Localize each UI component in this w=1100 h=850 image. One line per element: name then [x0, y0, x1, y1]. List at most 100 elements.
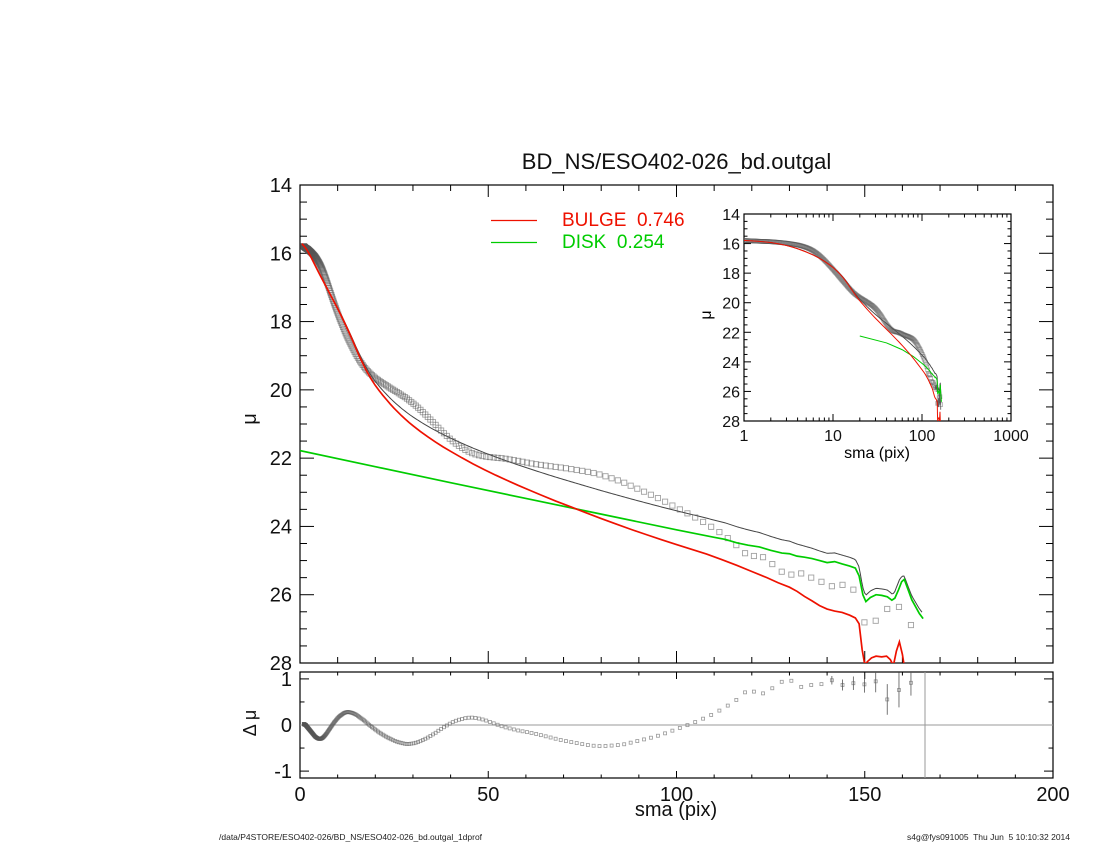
bulge-line-inset	[744, 239, 941, 421]
tick-label: -1	[274, 761, 292, 783]
data-point	[907, 621, 915, 629]
disk-line-inset	[859, 335, 942, 402]
residual-point	[402, 741, 407, 746]
data-point	[634, 485, 641, 492]
data-point	[498, 455, 505, 462]
data-point	[472, 451, 479, 458]
data-point	[528, 460, 535, 467]
data-point	[778, 568, 785, 575]
data-point	[515, 457, 522, 464]
residual-point	[761, 691, 765, 696]
data-point	[708, 523, 715, 530]
data-point	[602, 473, 609, 480]
residual-point	[400, 741, 405, 746]
data-point	[647, 491, 654, 498]
tick-label: 1000	[993, 428, 1029, 445]
residual-point	[470, 715, 474, 720]
residual-point	[564, 739, 568, 744]
residual-point	[396, 740, 401, 745]
data-point-inset	[924, 364, 930, 370]
tick-label: 14	[270, 175, 292, 197]
data-point	[573, 466, 580, 474]
data-point	[510, 457, 517, 464]
page-title: BD_NS/ESO402-026_bd.outgal	[521, 149, 832, 174]
tick-label: 0	[281, 715, 292, 737]
residual-point	[516, 728, 521, 733]
inset-x-axis-title: sma (pix)	[844, 445, 910, 462]
data-point	[676, 506, 683, 513]
residual-point	[656, 733, 660, 738]
data-point	[381, 381, 388, 388]
residual-point	[809, 683, 814, 687]
residual-point	[484, 718, 489, 723]
residual-point	[466, 715, 471, 720]
tick-label: 100	[909, 428, 936, 445]
data-point	[490, 454, 497, 461]
data-point	[403, 395, 411, 402]
data-point	[523, 459, 531, 466]
data-point	[519, 458, 526, 465]
residual-point	[495, 722, 500, 727]
data-point	[850, 586, 857, 593]
residual-point	[743, 690, 747, 695]
data-point	[378, 379, 385, 386]
residual-point	[558, 738, 563, 742]
residual-point	[685, 723, 690, 728]
footer-filepath: /data/P4STORE/ESO402-026/BD_NS/ESO402-02…	[219, 832, 483, 842]
residual-point	[701, 716, 705, 721]
tick-label: 24	[270, 516, 292, 538]
residual-point	[405, 742, 409, 746]
data-point	[818, 578, 825, 585]
bulge-line-main	[301, 243, 905, 663]
tick-label: 1	[740, 428, 749, 445]
residual-point	[511, 727, 516, 732]
residual-point	[597, 744, 602, 749]
data-point	[459, 444, 466, 451]
residual-point	[538, 733, 543, 738]
data-point	[759, 554, 767, 561]
residual-point	[819, 682, 824, 687]
residual-point	[885, 697, 890, 702]
data-point	[345, 336, 352, 343]
tick-label: 22	[722, 325, 740, 342]
data-point	[627, 482, 634, 489]
residual-point	[615, 743, 620, 747]
residual-point	[779, 679, 784, 684]
residual-point	[569, 740, 574, 744]
residual-point	[603, 744, 608, 748]
data-point	[769, 561, 776, 568]
residual-point	[480, 717, 485, 722]
data-point	[344, 334, 351, 341]
tick-label: 200	[1036, 784, 1069, 806]
residual-point	[574, 741, 579, 745]
tick-label: 22	[270, 448, 292, 470]
tick-label: 18	[270, 312, 292, 334]
residual-point	[628, 740, 633, 745]
data-point	[741, 550, 749, 557]
residual-point	[543, 734, 548, 739]
data-point	[552, 463, 559, 470]
residual-point	[789, 678, 794, 683]
residual-point	[642, 737, 646, 742]
data-point	[506, 456, 513, 463]
data-point	[468, 450, 476, 457]
tick-label: 50	[477, 784, 499, 806]
tick-label: 16	[270, 243, 292, 265]
data-point	[455, 442, 462, 449]
data-point	[568, 466, 575, 473]
residual-series	[301, 672, 913, 749]
data-point	[872, 617, 879, 624]
residual-point	[529, 731, 534, 735]
residual-point	[548, 735, 553, 740]
residual-point	[609, 743, 614, 748]
data-point	[828, 583, 835, 590]
residual-point	[734, 698, 739, 702]
residual-point	[670, 728, 675, 733]
tick-label: 16	[722, 237, 740, 254]
data-point	[662, 498, 669, 505]
residual-point	[433, 730, 438, 735]
residual-point	[752, 689, 756, 694]
tick-label: 10	[824, 428, 842, 445]
tick-label: 20	[270, 380, 292, 402]
residual-point	[840, 683, 845, 687]
